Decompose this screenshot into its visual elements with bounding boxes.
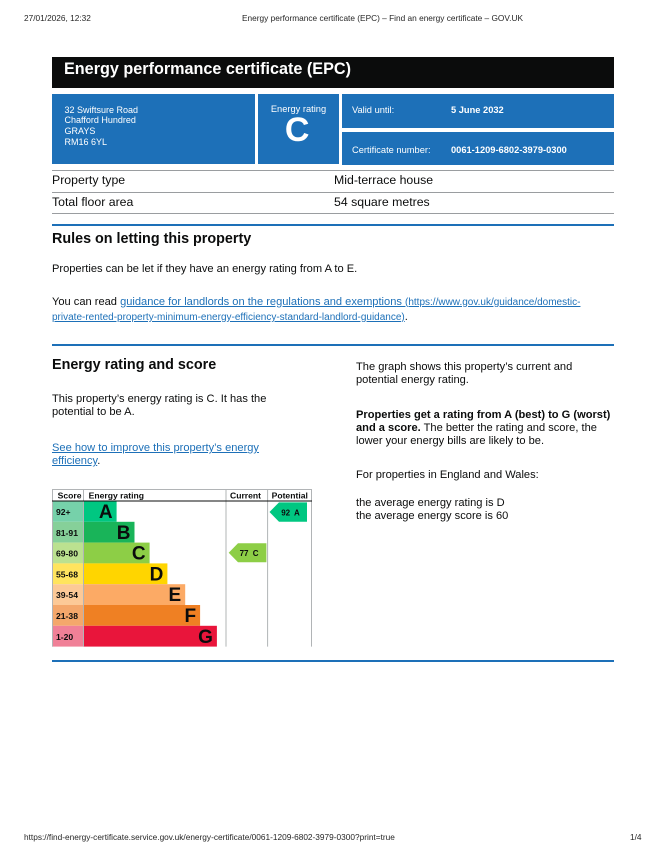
svg-text:Score: Score bbox=[58, 490, 82, 500]
svg-text:F: F bbox=[184, 606, 196, 627]
svg-text:Potential: Potential bbox=[272, 490, 308, 500]
svg-text:C: C bbox=[132, 543, 146, 564]
svg-text:77: 77 bbox=[240, 549, 249, 558]
svg-text:1-20: 1-20 bbox=[56, 631, 73, 641]
svg-text:E: E bbox=[169, 585, 182, 606]
svg-text:81-91: 81-91 bbox=[56, 527, 78, 537]
svg-text:39-54: 39-54 bbox=[56, 590, 78, 600]
svg-text:69-80: 69-80 bbox=[56, 548, 78, 558]
svg-text:55-68: 55-68 bbox=[56, 569, 78, 579]
svg-text:Energy rating: Energy rating bbox=[89, 490, 144, 500]
svg-text:D: D bbox=[150, 564, 164, 585]
svg-text:A: A bbox=[99, 502, 113, 523]
svg-text:21-38: 21-38 bbox=[56, 611, 78, 621]
svg-text:92: 92 bbox=[281, 508, 290, 517]
svg-text:C: C bbox=[253, 549, 259, 558]
svg-text:G: G bbox=[198, 626, 213, 646]
svg-text:A: A bbox=[294, 508, 300, 517]
svg-text:B: B bbox=[117, 522, 131, 543]
svg-text:92+: 92+ bbox=[56, 507, 71, 517]
svg-text:Current: Current bbox=[230, 490, 261, 500]
